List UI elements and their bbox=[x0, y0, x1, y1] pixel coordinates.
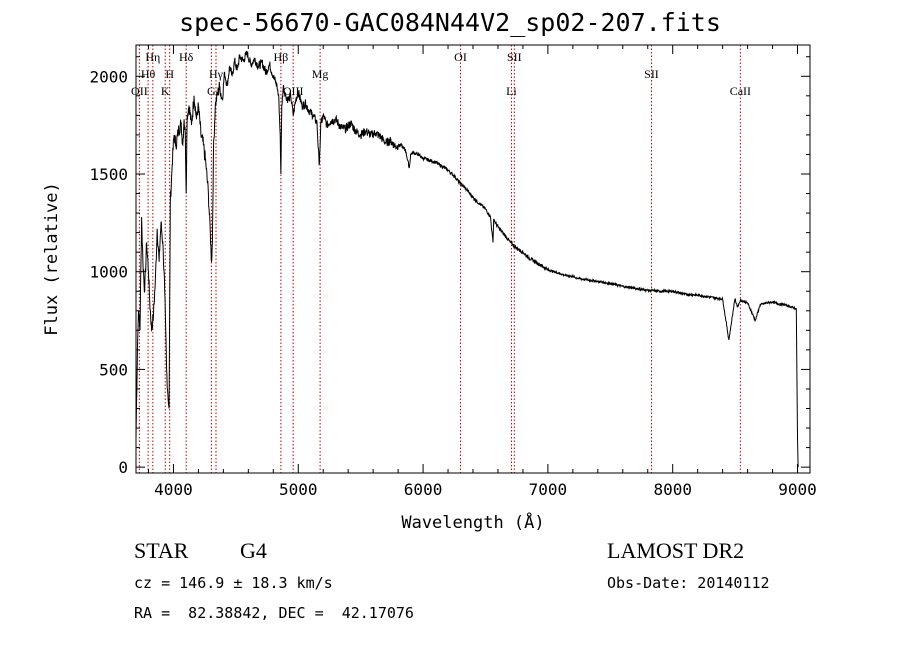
object-class: STAR bbox=[134, 538, 188, 564]
line-marker-label: Hγ bbox=[209, 67, 224, 81]
obs-date: Obs-Date: 20140112 bbox=[607, 574, 770, 592]
survey-label: LAMOST DR2 bbox=[607, 538, 744, 564]
y-tick-label: 2000 bbox=[89, 67, 128, 86]
x-tick-label: 8000 bbox=[653, 480, 692, 499]
line-marker-label: Mg bbox=[312, 67, 329, 81]
line-marker-label: H bbox=[165, 67, 174, 81]
x-tick-label: 6000 bbox=[404, 480, 443, 499]
spectrum-line bbox=[136, 51, 798, 467]
line-marker-label: OI bbox=[454, 50, 467, 64]
y-axis-label: Flux (relative) bbox=[42, 182, 62, 336]
line-marker-label: Hθ bbox=[141, 67, 156, 81]
axis-ticks bbox=[136, 45, 810, 473]
line-marker-label: SII bbox=[644, 67, 659, 81]
y-tick-label: 0 bbox=[118, 458, 128, 477]
coordinates-readout: RA = 82.38842, DEC = 42.17076 bbox=[134, 604, 414, 622]
y-tick-label: 1000 bbox=[89, 263, 128, 282]
y-tick-label: 500 bbox=[99, 360, 128, 379]
x-tick-label: 7000 bbox=[529, 480, 568, 499]
x-tick-label: 9000 bbox=[778, 480, 817, 499]
line-marker-label: Hβ bbox=[274, 50, 289, 64]
line-marker-label: K bbox=[161, 84, 170, 98]
redshift-readout: cz = 146.9 ± 18.3 km/s bbox=[134, 574, 333, 592]
object-subclass: G4 bbox=[240, 538, 267, 564]
line-marker-label: Hη bbox=[145, 50, 160, 64]
tick-labels: 4000 5000 6000 7000 8000 9000 0 500 1000 1500 2000 bbox=[89, 67, 816, 499]
x-axis-label: Wavelength (Å) bbox=[401, 511, 544, 533]
line-marker-label: Hδ bbox=[179, 50, 194, 64]
line-marker-label: SII bbox=[507, 50, 522, 64]
plot-frame bbox=[136, 45, 810, 473]
x-tick-label: 5000 bbox=[279, 480, 318, 499]
y-tick-label: 1500 bbox=[89, 165, 128, 184]
line-marker-label: Li bbox=[506, 84, 517, 98]
x-tick-label: 4000 bbox=[154, 480, 193, 499]
line-marker-label: G bbox=[207, 84, 216, 98]
line-marker-label: CaII bbox=[730, 84, 751, 98]
